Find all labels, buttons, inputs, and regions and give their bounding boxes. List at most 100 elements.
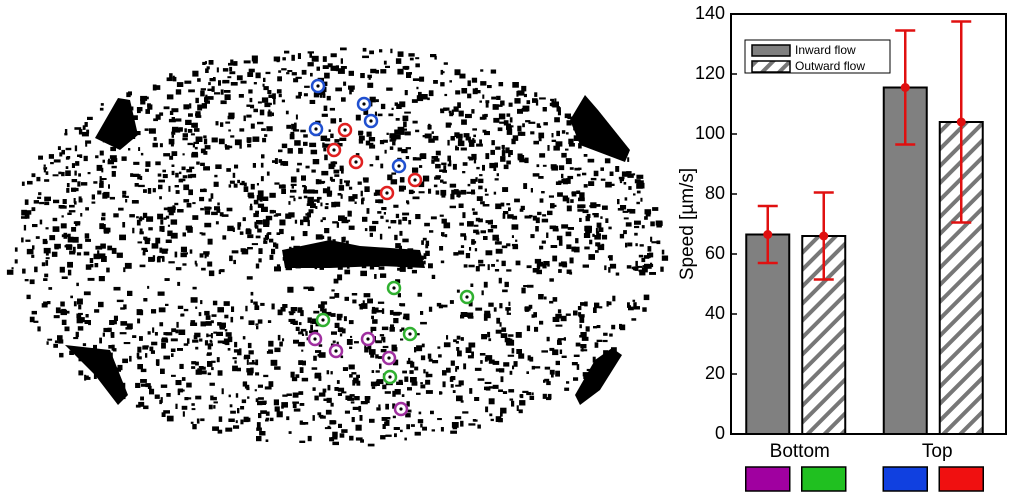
speckle <box>211 360 216 363</box>
speckle <box>73 301 77 307</box>
speckle <box>603 146 609 151</box>
speckle <box>61 234 68 238</box>
speckle <box>177 348 183 351</box>
speckle <box>473 224 479 227</box>
speckle <box>458 138 463 142</box>
speckle <box>225 427 233 432</box>
speckle <box>297 53 301 59</box>
speckle <box>241 248 249 255</box>
speckle <box>523 93 527 98</box>
speckle <box>421 94 428 100</box>
speckle <box>262 137 267 143</box>
speckle <box>357 181 362 185</box>
speckle <box>113 286 121 291</box>
speckle <box>517 131 523 136</box>
speckle <box>182 252 188 255</box>
speckle <box>207 334 213 337</box>
speckle <box>166 94 174 100</box>
speckle <box>147 331 151 335</box>
speckle <box>440 108 447 111</box>
speckle <box>26 248 34 255</box>
speckle <box>492 384 499 389</box>
speckle <box>278 70 282 73</box>
speckle <box>482 129 487 133</box>
speckle <box>517 90 525 96</box>
speckle <box>392 415 396 419</box>
speckle <box>378 404 381 408</box>
color-swatch <box>745 466 791 492</box>
speckle <box>181 166 186 171</box>
speckle <box>609 263 617 269</box>
speckle <box>291 308 294 315</box>
speckle <box>33 200 39 204</box>
speckle <box>126 323 133 330</box>
speckle <box>511 138 516 145</box>
speckle <box>401 394 405 397</box>
speckle <box>500 333 508 338</box>
speckle <box>60 223 67 229</box>
speckle <box>623 230 627 235</box>
speckle <box>314 266 318 270</box>
speckle <box>561 130 566 134</box>
speckle <box>158 179 165 183</box>
speckle <box>334 322 340 328</box>
speckle <box>362 47 367 52</box>
speckle <box>161 250 168 254</box>
speckle <box>566 132 569 135</box>
speckle <box>102 159 105 163</box>
speckle <box>343 216 348 220</box>
speckle <box>450 384 454 388</box>
speckle <box>90 264 94 268</box>
speckle <box>289 311 294 316</box>
speckle <box>214 92 221 95</box>
speckle <box>465 113 472 119</box>
speckle <box>21 237 24 243</box>
speckle <box>586 368 593 372</box>
speckle <box>309 99 316 104</box>
speckle <box>281 143 288 149</box>
speckle <box>578 312 582 317</box>
speckle <box>267 102 272 106</box>
speckle <box>157 255 165 259</box>
marker-dot <box>388 375 392 379</box>
speckle <box>94 373 102 376</box>
speckle <box>66 188 70 193</box>
speckle <box>174 185 179 188</box>
speckle <box>182 232 186 237</box>
speckle <box>195 395 202 400</box>
speckle <box>554 98 557 102</box>
speckle <box>113 315 118 321</box>
speckle <box>310 72 313 77</box>
speckle <box>389 146 394 150</box>
speckle <box>182 175 188 179</box>
speckle <box>303 195 308 199</box>
speckle <box>64 310 70 314</box>
speckle <box>204 97 209 102</box>
speckle <box>621 171 629 177</box>
speckle <box>573 377 579 381</box>
speckle <box>207 88 214 91</box>
speckle <box>309 51 312 58</box>
speckle <box>318 196 322 200</box>
speckle <box>235 420 238 424</box>
speckle <box>398 379 403 383</box>
speckle <box>342 328 346 334</box>
speckle <box>223 90 231 93</box>
speckle <box>252 163 256 168</box>
speckle <box>298 331 304 335</box>
speckle <box>600 178 606 181</box>
speckle <box>301 69 307 75</box>
speckle <box>288 431 292 434</box>
speckle <box>518 353 525 359</box>
speckle <box>638 182 645 189</box>
speckle <box>656 240 661 245</box>
speckle <box>333 169 340 174</box>
speckle <box>107 121 115 124</box>
speckle <box>330 313 336 317</box>
speckle <box>145 383 151 388</box>
speckle <box>254 304 258 309</box>
speckle <box>457 102 461 108</box>
speckle <box>627 157 630 162</box>
speckle <box>229 180 235 184</box>
speckle <box>276 411 283 418</box>
